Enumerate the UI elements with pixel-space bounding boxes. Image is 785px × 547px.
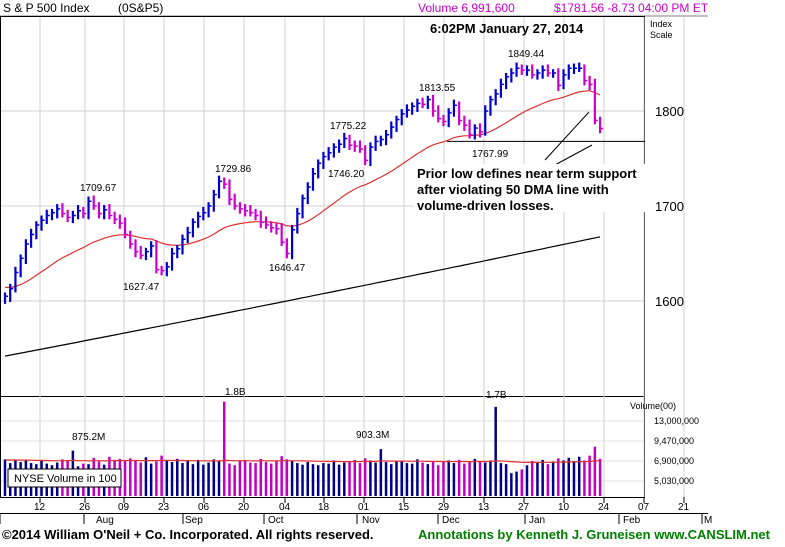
price-readout: $1781.56 -8.73 xyxy=(554,1,635,15)
volume-annotation: 875.2M xyxy=(72,432,105,443)
month-label: Aug xyxy=(96,515,114,526)
price-annotation: 1729.86 xyxy=(215,164,252,175)
x-tick-label: 04 xyxy=(279,502,291,513)
candle-layer xyxy=(3,62,604,304)
price-annotation: 1775.22 xyxy=(330,121,367,132)
month-label: Feb xyxy=(623,515,641,526)
x-tick-label: 15 xyxy=(398,502,410,513)
volume-legend-box xyxy=(7,468,122,488)
price-tick-label: 1700 xyxy=(655,199,684,214)
x-tick-label: 29 xyxy=(438,502,450,513)
volume-readout: Volume 6,991,600 xyxy=(418,1,515,15)
volume-annotation: 903.3M xyxy=(356,430,389,441)
volume-annotation: 1.7B xyxy=(486,390,507,401)
chart-title: 6:02PM January 27, 2014 xyxy=(430,21,584,36)
month-label: Jan xyxy=(529,515,545,526)
month-label: Nov xyxy=(362,515,380,526)
price-annotation: 1767.99 xyxy=(472,149,509,160)
x-tick-label: 12 xyxy=(34,502,46,513)
volume-annotation: 1.8B xyxy=(225,387,246,398)
annotation-layer: 1709.67 1627.47 1729.86 1646.47 1775.22 1746.… xyxy=(72,49,645,443)
x-tick-label: 24 xyxy=(598,502,610,513)
volume-bar-layer xyxy=(3,401,602,496)
annotation-background xyxy=(414,164,646,212)
grid-layer xyxy=(1,17,685,497)
month-label: Oct xyxy=(268,515,284,526)
price-annotation: 1813.55 xyxy=(419,83,456,94)
price-tick-label: 1800 xyxy=(655,104,684,119)
axis-layer: 12 26 09 23 06 20 04 18 01 15 29 13 27 10 24 07 21 Aug Sep… xyxy=(0,19,712,526)
index-name: S & P 500 Index xyxy=(3,1,90,15)
price-axis-label-2: Scale xyxy=(650,30,673,40)
copyright-notice: ©2014 William O'Neil + Co. Incorporated.… xyxy=(2,527,374,542)
price-annotation: 1646.47 xyxy=(269,263,306,274)
x-tick-label: 10 xyxy=(558,502,570,513)
x-tick-label: 20 xyxy=(238,502,250,513)
volume-axis-label: Volume(00) xyxy=(630,401,676,411)
x-tick-label: 09 xyxy=(118,502,130,513)
volume-average-line xyxy=(4,459,601,463)
volume-tick-label: 6,900,000 xyxy=(654,456,694,466)
dma200-line xyxy=(4,236,601,357)
price-tick-label: 1600 xyxy=(655,294,684,309)
x-tick-label: 23 xyxy=(158,502,170,513)
month-label: Dec xyxy=(442,515,460,526)
month-label: M xyxy=(704,515,712,526)
x-tick-label: 06 xyxy=(198,502,210,513)
time-readout: 04:00 PM ET xyxy=(638,1,709,15)
x-tick-label: 18 xyxy=(318,502,330,513)
annotation-line-2: after violating 50 DMA line with xyxy=(417,182,609,197)
x-tick-label: 13 xyxy=(478,502,490,513)
x-tick-label: 21 xyxy=(678,502,690,513)
annotations-credit: Annotations by Kenneth J. Gruneisen www.… xyxy=(418,527,770,542)
volume-tick-label: 13,000,000 xyxy=(654,416,699,426)
dma50-line xyxy=(4,90,601,289)
price-annotation: 1709.67 xyxy=(80,183,117,194)
price-annotation: 1746.20 xyxy=(328,169,365,180)
x-tick-label: 07 xyxy=(638,502,650,513)
month-label: Sep xyxy=(185,515,203,526)
x-tick-label: 26 xyxy=(79,502,91,513)
index-symbol: (0S&P5) xyxy=(118,1,164,15)
x-tick-label: 01 xyxy=(358,502,370,513)
volume-legend: NYSE Volume in 100 xyxy=(14,473,117,485)
pointer-line xyxy=(544,111,590,161)
volume-tick-label: 9,470,000 xyxy=(654,436,694,446)
annotation-line-3: volume-driven losses. xyxy=(417,198,554,213)
annotation-line-1: Prior low defines near term support xyxy=(417,166,637,181)
x-tick-label: 27 xyxy=(518,502,530,513)
price-axis-label-1: Index xyxy=(650,19,673,29)
price-annotation: 1627.47 xyxy=(123,282,160,293)
volume-tick-label: 5,030,000 xyxy=(654,476,694,486)
moving-average-layer xyxy=(4,90,601,357)
price-annotation: 1849.44 xyxy=(508,49,545,60)
pointer-line xyxy=(552,144,593,167)
